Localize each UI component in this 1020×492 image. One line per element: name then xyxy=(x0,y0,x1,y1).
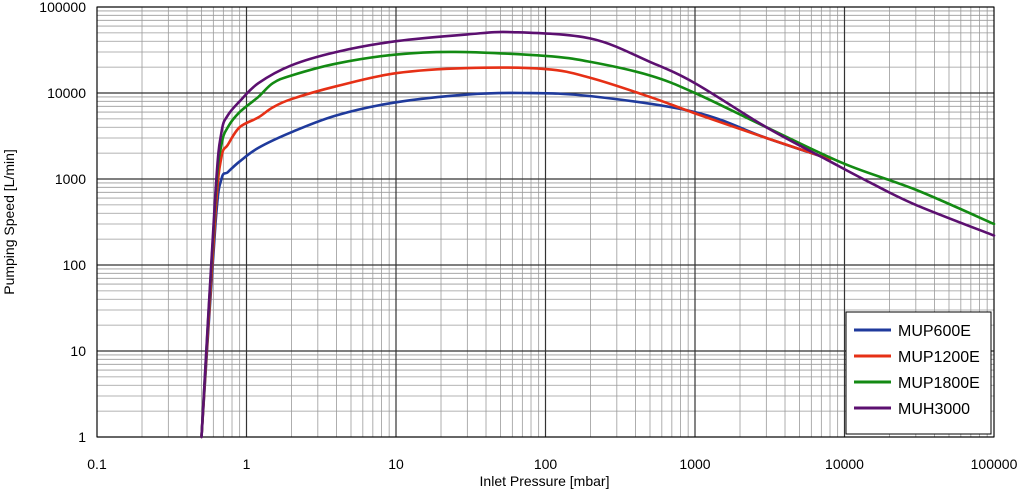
x-tick-label: 1 xyxy=(243,456,251,472)
x-axis-title: Inlet Pressure [mbar] xyxy=(480,473,610,489)
legend-box xyxy=(845,311,992,435)
y-tick-label: 1000 xyxy=(55,171,86,187)
series-line-muh3000 xyxy=(200,30,996,439)
x-tick-labels: 0.1 1 10 100 1000 10000 100000 xyxy=(87,456,1017,472)
plot-frame xyxy=(96,6,995,438)
x-tick-label: 10 xyxy=(388,456,404,472)
legend-label: MUP600E xyxy=(898,323,971,340)
legend: MUP600E MUP1200E MUP1800E MUH3000 xyxy=(845,311,992,435)
legend-label: MUP1200E xyxy=(898,349,980,366)
series-layer xyxy=(200,30,996,439)
x-tick-label: 10000 xyxy=(825,456,864,472)
x-tick-label: 0.1 xyxy=(87,456,107,472)
y-tick-label: 100000 xyxy=(39,0,86,15)
legend-label: MUP1800E xyxy=(898,375,980,392)
x-tick-label: 100 xyxy=(534,456,558,472)
x-tick-label: 1000 xyxy=(679,456,710,472)
x-tick-label: 100000 xyxy=(971,456,1018,472)
y-tick-label: 10000 xyxy=(47,85,86,101)
y-tick-label: 10 xyxy=(70,343,86,359)
legend-label: MUH3000 xyxy=(898,401,970,418)
y-tick-label: 100 xyxy=(63,257,87,273)
y-tick-label: 1 xyxy=(78,429,86,445)
series-line-mup600e xyxy=(200,91,832,439)
y-axis-title: Pumping Speed [L/min] xyxy=(1,149,17,295)
y-tick-labels: 1 10 100 1000 10000 100000 xyxy=(39,0,86,445)
series-line-mup1200e xyxy=(200,66,832,439)
